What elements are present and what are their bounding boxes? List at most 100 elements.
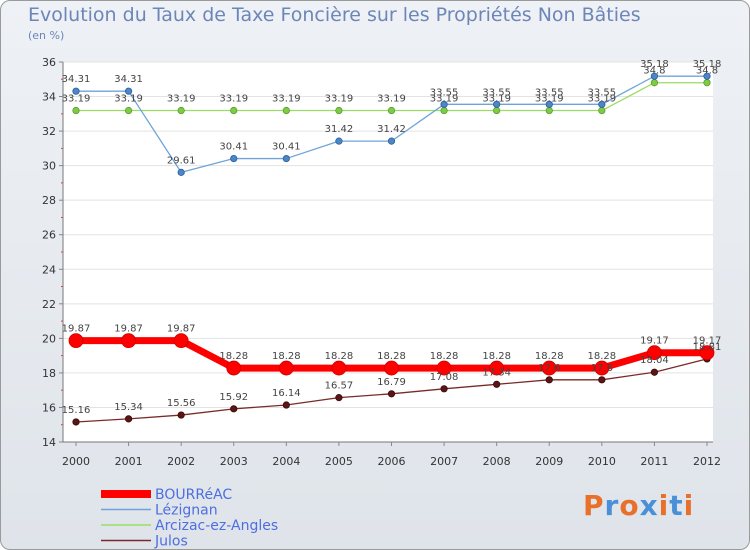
data-label: 17.6	[591, 363, 613, 374]
data-point	[489, 360, 505, 376]
data-label: 18.28	[535, 351, 564, 362]
data-label: 17.6	[538, 363, 560, 374]
data-label: 16.57	[325, 381, 354, 392]
data-label: 33.19	[588, 94, 617, 105]
data-label: 33.55	[482, 87, 511, 98]
data-point	[282, 154, 290, 163]
x-tick-label: 2009	[535, 455, 563, 468]
data-label: 17.08	[430, 372, 459, 383]
data-point	[387, 137, 396, 145]
logo-letter: P	[583, 489, 605, 522]
data-point	[72, 87, 80, 95]
logo-letter: t	[669, 489, 684, 522]
data-label: 18.81	[693, 342, 722, 353]
data-label: 15.34	[114, 402, 143, 413]
data-label: 31.42	[377, 124, 406, 135]
data-point	[72, 106, 80, 115]
data-point	[384, 360, 399, 376]
x-tick-label: 2010	[588, 455, 616, 468]
logo-letter: i	[683, 489, 695, 522]
data-point	[440, 106, 448, 115]
x-tick-label: 2006	[378, 455, 406, 468]
data-label: 18.28	[325, 351, 354, 362]
data-label: 19.87	[114, 324, 143, 335]
data-point	[230, 106, 238, 115]
data-point	[282, 401, 290, 409]
y-tick-label: 26	[42, 229, 56, 242]
chart-subtitle: (en %)	[28, 29, 65, 42]
legend-label: BOURRéAC	[155, 487, 232, 503]
data-point	[124, 87, 133, 95]
x-tick-label: 2007	[430, 455, 458, 468]
data-label: 16.79	[377, 377, 406, 388]
x-tick-label: 2012	[693, 455, 721, 468]
data-label: 15.56	[167, 398, 196, 409]
data-point	[335, 137, 343, 145]
data-label: 19.17	[640, 336, 669, 347]
data-point	[230, 405, 238, 413]
y-tick-label: 22	[42, 298, 56, 311]
legend-label: Lézignan	[155, 503, 218, 519]
legend-label: Arcizac-ez-Angles	[155, 518, 278, 534]
data-point	[387, 390, 396, 398]
data-point	[173, 333, 189, 349]
data-point	[440, 100, 448, 108]
data-label: 15.16	[62, 405, 91, 416]
logo-letter: o	[619, 489, 640, 522]
data-point	[493, 100, 501, 108]
y-tick-label: 20	[42, 332, 56, 345]
x-tick-label: 2008	[483, 455, 511, 468]
data-point	[72, 418, 80, 426]
data-point	[177, 411, 185, 419]
data-point	[282, 106, 290, 115]
data-label: 35.18	[693, 59, 722, 70]
x-tick-label: 2002	[167, 455, 195, 468]
x-tick-label: 2005	[325, 455, 353, 468]
data-point	[68, 333, 84, 349]
data-label: 33.19	[219, 94, 248, 105]
data-label: 33.19	[482, 94, 511, 105]
data-label: 30.41	[219, 142, 248, 153]
data-point	[647, 345, 662, 361]
series-l-zignan	[72, 72, 711, 176]
chart-title: Evolution du Taux de Taxe Foncière sur l…	[28, 4, 641, 26]
data-label: 18.04	[640, 355, 669, 366]
data-point	[545, 100, 553, 108]
data-label: 33.19	[535, 94, 564, 105]
logo-letter: r	[604, 489, 620, 522]
data-point	[387, 106, 396, 115]
data-point	[335, 106, 343, 115]
data-label: 18.28	[482, 351, 511, 362]
data-point	[541, 360, 557, 376]
data-point	[230, 154, 238, 163]
series-arcizac-ez-angles	[72, 79, 711, 115]
data-label: 33.19	[325, 94, 354, 105]
y-tick-label: 24	[42, 263, 56, 276]
data-label: 18.28	[377, 351, 406, 362]
x-tick-label: 2004	[272, 455, 300, 468]
data-point	[121, 333, 136, 349]
data-point	[177, 106, 185, 115]
data-label: 33.19	[272, 94, 301, 105]
data-label: 33.19	[430, 94, 459, 105]
data-point	[124, 106, 133, 115]
data-label: 34.31	[114, 74, 143, 85]
data-label: 34.8	[643, 66, 665, 77]
data-label: 18.28	[272, 351, 301, 362]
series-julos	[72, 355, 711, 426]
data-point	[650, 72, 659, 80]
data-point	[545, 106, 553, 115]
y-tick-label: 18	[42, 367, 56, 380]
data-point	[493, 380, 501, 388]
data-point	[226, 360, 242, 376]
data-label: 19.87	[62, 324, 91, 335]
series-bourr-ac	[68, 333, 715, 376]
x-tick-label: 2000	[62, 455, 90, 468]
y-tick-label: 34	[42, 91, 56, 104]
data-label: 33.19	[167, 94, 196, 105]
data-point	[699, 345, 715, 361]
y-tick-label: 36	[42, 56, 56, 69]
data-label: 33.19	[377, 94, 406, 105]
